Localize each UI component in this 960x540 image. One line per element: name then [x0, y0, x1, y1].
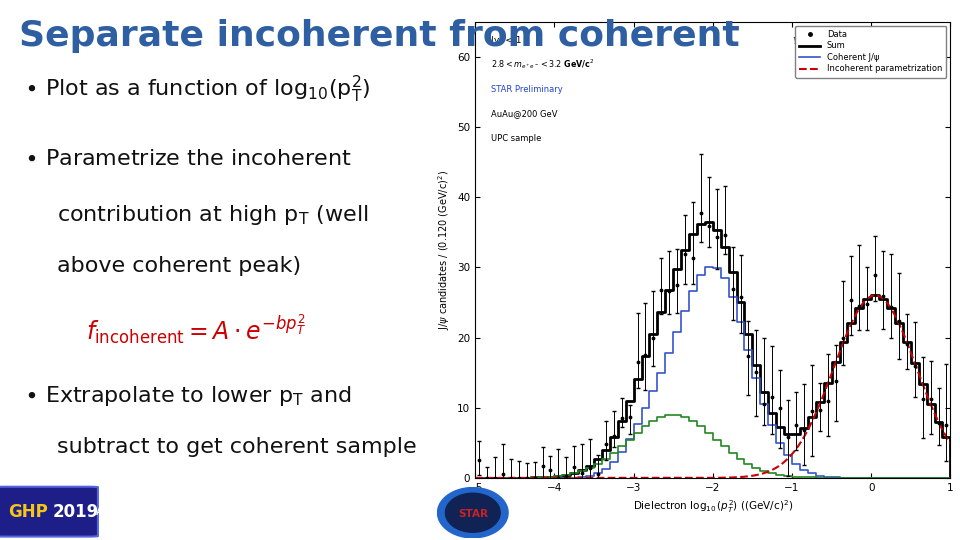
- $\gamma\gamma\to e^+e^-$: [660, 411, 671, 418]
- Text: J. Seger: J. Seger: [454, 505, 506, 518]
- Text: |y| < 1: |y| < 1: [492, 36, 521, 45]
- Incoherent parametrization: [751, 472, 762, 478]
- Text: $\bullet$ Parametrize the incoherent: $\bullet$ Parametrize the incoherent: [24, 150, 351, 170]
- Coherent J/ψ: [779, 439, 790, 446]
- Line: $\gamma\gamma\to e^+e^-$: $\gamma\gamma\to e^+e^-$: [475, 415, 950, 478]
- Incoherent parametrization: [945, 440, 956, 447]
- Incoherent parametrization: [469, 475, 481, 481]
- $\gamma\gamma\to e^+e^-$: [779, 471, 790, 478]
- Text: UPC sample: UPC sample: [492, 134, 541, 143]
- Text: 2019: 2019: [53, 503, 99, 521]
- Line: Sum: Sum: [475, 222, 950, 478]
- Sum: [779, 423, 790, 430]
- Incoherent parametrization: [872, 292, 883, 299]
- Sum: [731, 299, 742, 306]
- Coherent J/ψ: [699, 264, 710, 271]
- Incoherent parametrization: [753, 471, 764, 478]
- $\gamma\gamma\to e^+e^-$: [620, 436, 632, 443]
- Text: Separate incoherent from coherent: Separate incoherent from coherent: [19, 19, 740, 53]
- Text: GHP: GHP: [8, 503, 47, 521]
- Incoherent parametrization: [901, 341, 913, 347]
- Coherent J/ψ: [731, 319, 742, 326]
- Line: Incoherent parametrization: Incoherent parametrization: [475, 295, 950, 478]
- Text: $2.8 < m_{e^+e^-} < 3.2$ GeV/c$^2$: $2.8 < m_{e^+e^-} < 3.2$ GeV/c$^2$: [492, 57, 594, 71]
- Sum: [580, 467, 591, 473]
- Text: $\bullet$ Extrapolate to lower $\mathrm{p_T}$ and: $\bullet$ Extrapolate to lower $\mathrm{…: [24, 384, 351, 408]
- Polygon shape: [445, 493, 500, 532]
- Text: 9/19: 9/19: [895, 505, 926, 518]
- Text: $\gamma\gamma\to e^+e^-$: $\gamma\gamma\to e^+e^-$: [792, 33, 841, 46]
- Coherent J/ψ: [937, 475, 948, 481]
- Sum: [620, 397, 632, 404]
- Text: April 11, 2019: April 11, 2019: [96, 505, 180, 518]
- Line: Coherent J/ψ: Coherent J/ψ: [475, 267, 950, 478]
- Y-axis label: J/$\psi$ candidates / (0.120 (GeV/c)$^2$): J/$\psi$ candidates / (0.120 (GeV/c)$^2$…: [436, 170, 451, 330]
- FancyBboxPatch shape: [0, 487, 98, 537]
- $\gamma\gamma\to e^+e^-$: [913, 475, 924, 481]
- Coherent J/ψ: [580, 474, 591, 480]
- $\gamma\gamma\to e^+e^-$: [731, 456, 742, 462]
- Sum: [469, 475, 481, 481]
- Coherent J/ψ: [945, 475, 956, 481]
- $\gamma\gamma\to e^+e^-$: [937, 475, 948, 481]
- Text: STAR Preliminary: STAR Preliminary: [492, 85, 563, 94]
- $\gamma\gamma\to e^+e^-$: [945, 475, 956, 481]
- Text: contribution at high $\mathrm{p_T}$ (well: contribution at high $\mathrm{p_T}$ (wel…: [57, 202, 369, 227]
- Incoherent parametrization: [760, 469, 772, 476]
- Sum: [937, 418, 948, 425]
- Sum: [945, 475, 956, 481]
- Incoherent parametrization: [870, 292, 881, 299]
- Text: AuAu@200 GeV: AuAu@200 GeV: [492, 110, 558, 118]
- Text: $f_{\rm incoherent} = A \cdot e^{-bp_T^2}$: $f_{\rm incoherent} = A \cdot e^{-bp_T^2…: [85, 313, 305, 347]
- Text: STAR: STAR: [458, 509, 488, 519]
- Incoherent parametrization: [471, 475, 483, 481]
- Coherent J/ψ: [913, 475, 924, 481]
- X-axis label: Dielectron $\log_{10}(p_T^2)$ ((GeV/c)$^2$): Dielectron $\log_{10}(p_T^2)$ ((GeV/c)$^…: [633, 498, 793, 515]
- Legend: Data, Sum, Coherent J/ψ, Incoherent parametrization: Data, Sum, Coherent J/ψ, Incoherent para…: [795, 26, 947, 78]
- Polygon shape: [438, 488, 508, 538]
- Coherent J/ψ: [469, 475, 481, 481]
- Text: above coherent peak): above coherent peak): [57, 256, 301, 276]
- $\gamma\gamma\to e^+e^-$: [580, 468, 591, 474]
- Sum: [699, 219, 710, 225]
- Text: subtract to get coherent sample: subtract to get coherent sample: [57, 437, 417, 457]
- Coherent J/ψ: [620, 436, 632, 442]
- $\gamma\gamma\to e^+e^-$: [469, 475, 481, 481]
- Sum: [913, 381, 924, 387]
- Text: $\bullet$ Plot as a function of $\mathrm{log}_{10}(\mathrm{p_T^2})$: $\bullet$ Plot as a function of $\mathrm…: [24, 74, 370, 105]
